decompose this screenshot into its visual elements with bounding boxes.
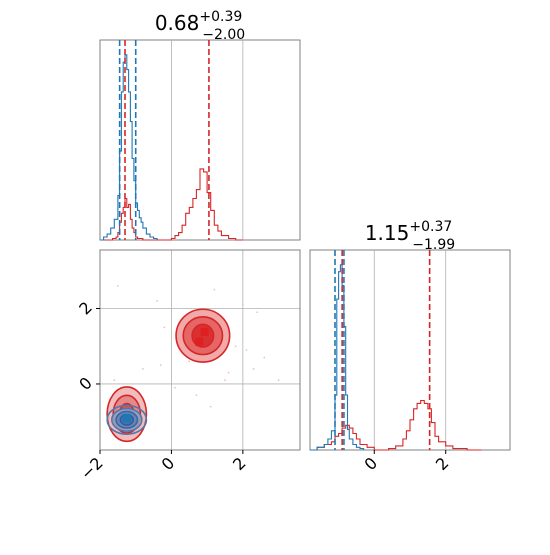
- blue-contour-level-0: [106, 404, 148, 435]
- x-tick-label: 2: [229, 453, 250, 474]
- panel-bottom-left-content: [106, 284, 280, 443]
- scatter-point: [263, 356, 266, 359]
- x-tick-label: −2: [77, 453, 107, 483]
- scatter-point: [159, 364, 162, 366]
- y-tick-label: 2: [75, 298, 96, 319]
- scatter-point: [113, 379, 116, 382]
- scatter-point: [141, 367, 144, 370]
- histogram-series-blue: [100, 54, 158, 241]
- panel-top-left-quantile-lines: [118, 40, 210, 240]
- scatter-point: [116, 284, 119, 287]
- scatter-point: [224, 379, 226, 382]
- best-fit-marker: [195, 337, 204, 346]
- scatter-point: [188, 360, 191, 363]
- x-tick-label: 0: [158, 453, 179, 474]
- scatter-point: [213, 288, 216, 291]
- scatter-point: [174, 386, 176, 389]
- x-tick-label: 2: [432, 453, 453, 474]
- panel-top-left-frame: [99, 39, 301, 241]
- panel-top-left-title: 0.68+0.39 −2.00: [155, 9, 245, 43]
- scatter-point: [252, 367, 255, 370]
- scatter-point: [209, 405, 212, 408]
- scatter-point: [241, 303, 244, 306]
- panel-bottom-right-quantile-lines: [334, 250, 431, 450]
- scatter-point: [245, 349, 248, 351]
- panel-top-left-histogram: 0.68+0.39 −2.00: [99, 9, 301, 241]
- panel-top-left-grid: [171, 40, 244, 240]
- panel-bottom-right-title: 1.15+0.37 −1.99: [365, 219, 455, 253]
- panel-bottom-right-grid: [373, 250, 447, 450]
- scatter-point: [156, 300, 159, 302]
- scatter-point: [256, 311, 259, 314]
- best-fit-marker: [122, 413, 131, 422]
- panel-top-left-series: [100, 54, 243, 241]
- scatter-point: [163, 326, 166, 329]
- scatter-point: [227, 371, 230, 374]
- histogram-series-red: [310, 400, 482, 451]
- panel-bottom-left-contour: −2 0 2 0 2: [75, 249, 301, 484]
- best-fit-marker: [200, 327, 209, 336]
- histogram-series-red: [100, 168, 243, 241]
- y-tick-label: 0: [75, 373, 96, 394]
- scatter-point: [195, 394, 198, 397]
- scatter-point: [234, 345, 237, 348]
- scatter-point: [277, 379, 280, 382]
- x-tick-label: 0: [360, 453, 381, 474]
- panel-bottom-left-frame: [99, 249, 301, 451]
